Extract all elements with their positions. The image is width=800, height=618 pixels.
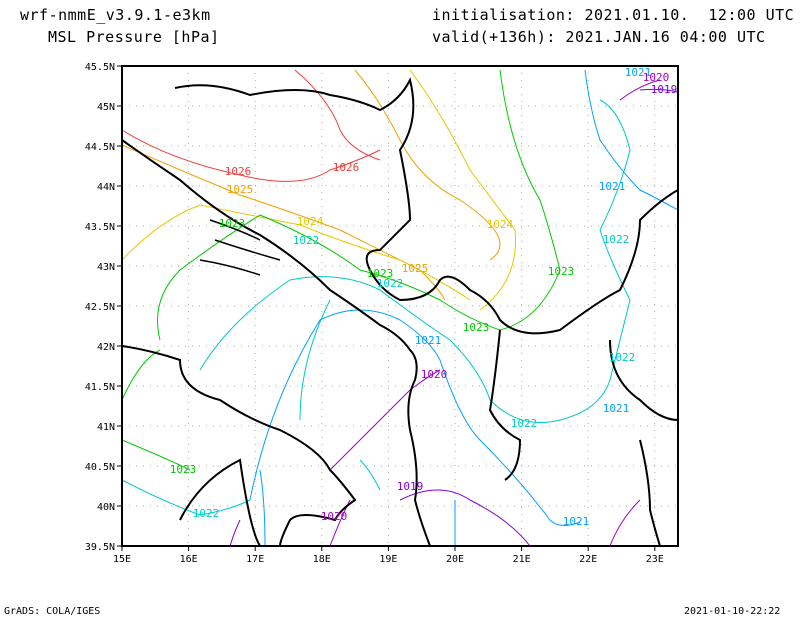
contour-label: 1020 — [321, 510, 348, 523]
lon-label: 22E — [579, 554, 597, 565]
contour-label: 1025 — [227, 183, 254, 196]
contour-label: 1024 — [487, 218, 514, 231]
contour-label: 1021 — [563, 515, 590, 528]
lon-label: 16E — [180, 554, 198, 565]
contour-label: 1019 — [397, 480, 424, 493]
contour-1022 — [121, 99, 631, 516]
italy-coastline — [121, 345, 357, 547]
lat-label: 40N — [97, 502, 115, 513]
contour-label: 1020 — [421, 368, 448, 381]
contour-1020 — [329, 79, 661, 547]
lon-label: 19E — [379, 554, 397, 565]
init-time: initialisation: 2021.01.10. 12:00 UTC — [432, 6, 795, 24]
contour-1021 — [249, 69, 679, 547]
coastline — [121, 139, 431, 547]
lat-label: 40.5N — [85, 462, 115, 473]
contour-label: 1025 — [402, 262, 429, 275]
valid-time: valid(+136h): 2021.JAN.16 04:00 UTC — [432, 28, 766, 46]
contour-label: 1022 — [511, 417, 538, 430]
contour-1026 — [121, 69, 381, 182]
contour-label: 1023 — [548, 265, 575, 278]
border-lines — [174, 77, 679, 547]
lon-label: 21E — [513, 554, 531, 565]
lon-label: 15E — [113, 554, 131, 565]
lon-label: 20E — [446, 554, 464, 565]
contour-label: 1021 — [625, 66, 652, 79]
contour-label: 1024 — [297, 215, 324, 228]
coastlines-borders — [121, 77, 679, 547]
footer-credit: GrADS: COLA/IGES — [4, 606, 101, 617]
lat-label: 43N — [97, 262, 115, 273]
contour-label: 1020 — [643, 71, 670, 84]
contour-label: 1023 — [219, 217, 246, 230]
contour-label: 1021 — [599, 180, 626, 193]
field-title: MSL Pressure [hPa] — [48, 28, 220, 46]
contour-lines — [121, 69, 679, 547]
lat-label: 44.5N — [85, 142, 115, 153]
lat-label: 43.5N — [85, 222, 115, 233]
lon-label: 18E — [313, 554, 331, 565]
model-title: wrf-nmmE_v3.9.1-e3km — [20, 6, 211, 24]
lat-label: 42N — [97, 342, 115, 353]
lat-label: 41N — [97, 422, 115, 433]
contour-1023 — [121, 69, 561, 471]
lat-label: 42.5N — [85, 302, 115, 313]
axis-ticks: 15E 16E 17E 18E 19E 20E 21E 22E 23E 45.5N 45N 44.5N… — [85, 62, 664, 565]
lat-label: 44N — [97, 182, 115, 193]
contour-label: 1019 — [651, 83, 678, 96]
contour-label: 1022 — [603, 233, 630, 246]
contour-label: 1023 — [170, 463, 197, 476]
lon-label: 17E — [246, 554, 264, 565]
contour-label: 1026 — [333, 161, 360, 174]
lon-label: 23E — [646, 554, 664, 565]
lat-label: 41.5N — [85, 382, 115, 393]
contour-1025 — [121, 69, 501, 301]
contour-1024 — [121, 69, 517, 311]
footer-timestamp: 2021-01-10-22:22 — [684, 606, 781, 617]
contour-label: 1022 — [293, 234, 320, 247]
lat-label: 45N — [97, 102, 115, 113]
lat-label: 39.5N — [85, 542, 115, 553]
contour-label: 1022 — [193, 507, 220, 520]
contour-label: 1023 — [463, 321, 490, 334]
contour-label: 1021 — [415, 334, 442, 347]
contour-label: 1021 — [603, 402, 630, 415]
lat-label: 45.5N — [85, 62, 115, 73]
contour-1019 — [229, 88, 679, 547]
contour-label: 1023 — [367, 267, 394, 280]
contour-label: 1022 — [377, 277, 404, 290]
grid-lines — [122, 66, 678, 546]
contour-label: 1022 — [609, 351, 636, 364]
contour-label: 1026 — [225, 165, 252, 178]
islands — [199, 219, 281, 276]
